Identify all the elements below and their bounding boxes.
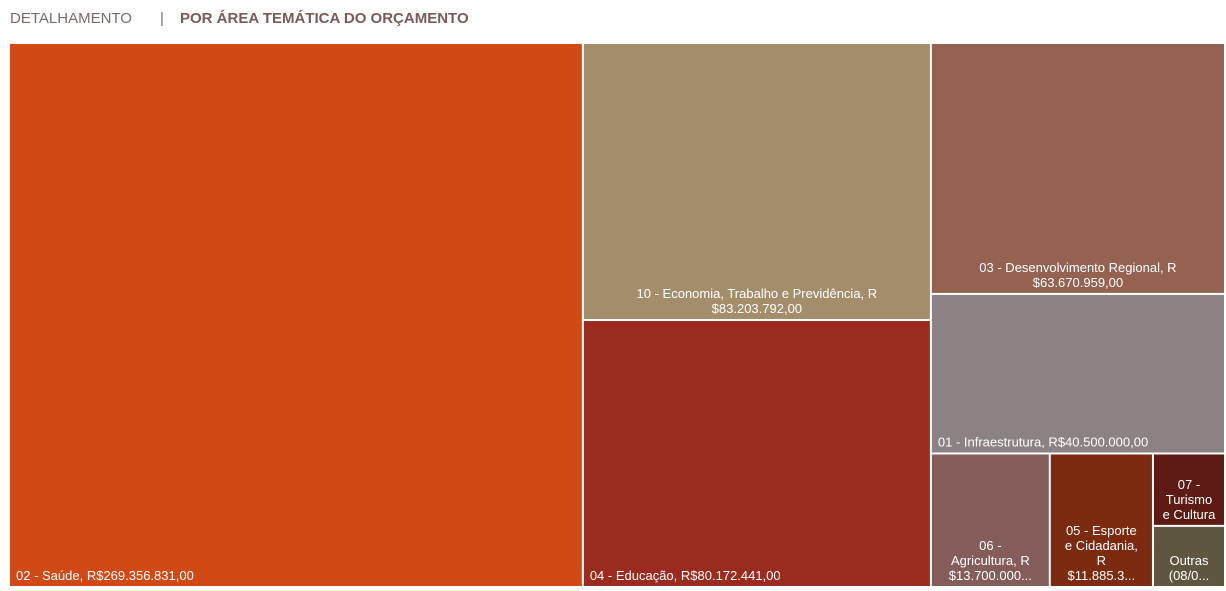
treemap-cell (10, 44, 582, 586)
cell-label: 03 - Desenvolvimento Regional, R (979, 260, 1176, 275)
cell-label: 07 - (1178, 477, 1200, 492)
cell-label: $11.885.3... (1068, 568, 1136, 583)
treemap-cell (931, 454, 1049, 586)
cell-label: 06 - (979, 538, 1001, 553)
treemap-cell (1050, 454, 1152, 586)
cell-label: $63.670.959,00 (1033, 275, 1123, 290)
treemap-cell (583, 44, 930, 320)
cell-label: 10 - Economia, Trabalho e Previdência, R (637, 286, 878, 301)
cell-label: 04 - Educação, R$80.172.441,00 (590, 568, 781, 583)
cell-label: e Cidadania, (1065, 538, 1138, 553)
cell-label: Agricultura, R (951, 553, 1030, 568)
cell-label: 05 - Esporte (1066, 523, 1137, 538)
cell-label: e Cultura (1163, 507, 1217, 522)
treemap-cell (583, 321, 930, 586)
treemap-cell (931, 294, 1224, 453)
title-prefix: DETALHAMENTO (10, 10, 132, 27)
cell-label: (08/0... (1169, 568, 1209, 583)
treemap-cell (1153, 454, 1224, 525)
chart-title: POR ÁREA TEMÁTICA DO ORÇAMENTO (180, 10, 469, 27)
treemap-cell (1153, 526, 1224, 586)
cell-label: $13.700.000... (949, 568, 1032, 583)
cell-label: Turismo (1166, 492, 1212, 507)
cell-label: 02 - Saúde, R$269.356.831,00 (16, 568, 194, 583)
treemap-cell (931, 44, 1224, 293)
cell-label: Outras (1169, 553, 1209, 568)
title-separator: | (160, 10, 164, 27)
cell-label: R (1097, 553, 1106, 568)
cell-label: $83.203.792,00 (712, 301, 802, 316)
cell-label: 01 - Infraestrutura, R$40.500.000,00 (938, 434, 1148, 449)
